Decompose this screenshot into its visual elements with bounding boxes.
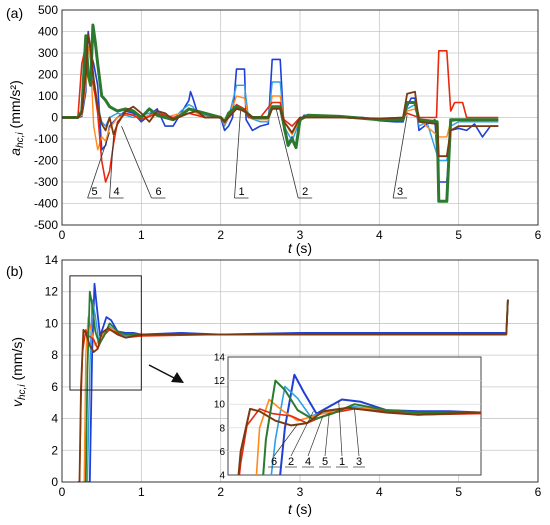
chart-b-series — [77, 282, 509, 482]
y-tick-label: -400 — [34, 197, 58, 211]
chart-a-xlabel: t (s) — [288, 240, 312, 256]
x-tick-label: 1 — [138, 485, 145, 499]
callout-label-5: 5 — [92, 186, 98, 198]
chart-a: (a) 0 1 2 3 4 5 6 -500 -400 -300 -200 -100 0 100 200 30… — [6, 3, 542, 256]
y-tick-label: 4 — [51, 412, 58, 426]
chart-b-ylabel: vhc,i (mm/s) — [9, 337, 28, 407]
inset-arrow-shaft — [148, 364, 179, 381]
inset-ticks: 4 6 8 10 12 14 — [214, 353, 226, 482]
inset-arrow-head — [171, 372, 184, 383]
chart-a-callouts: 5 4 6 1 2 3 — [87, 108, 408, 199]
y-tick-label: 0 — [51, 111, 58, 125]
inset-callout-label-2: 2 — [288, 456, 294, 468]
callout-label-2: 2 — [302, 186, 308, 198]
series-line-6 — [62, 32, 499, 158]
inset-series-line-1 — [279, 373, 481, 475]
y-tick-label: 200 — [38, 68, 58, 82]
inset-callout-leader-3 — [354, 408, 360, 457]
y-tick-label: -300 — [34, 175, 58, 189]
y-tick-label: -500 — [34, 218, 58, 232]
y-tick-label: 400 — [38, 25, 58, 39]
y-tick-label: 12 — [45, 285, 59, 299]
inset-callout-leader-4 — [307, 415, 324, 457]
chart-b-xlabel: t (s) — [288, 501, 312, 517]
y-tick-label: 500 — [38, 3, 58, 17]
chart-a-series — [62, 23, 499, 203]
inset-y-tick-label: 14 — [214, 353, 226, 364]
y-tick-label: 2 — [51, 443, 58, 457]
callout-leader-1 — [234, 111, 241, 199]
chart-a-ticks: 0 1 2 3 4 5 6 -500 -400 -300 -200 -100 0 100 200 300 400… — [34, 3, 542, 242]
x-tick-label: 2 — [217, 485, 224, 499]
x-tick-label: 0 — [59, 228, 66, 242]
callout-label-4: 4 — [114, 186, 120, 198]
inset-series — [237, 373, 481, 475]
callout-leader-2 — [275, 108, 299, 199]
inset-y-tick-label: 10 — [214, 400, 226, 411]
chart-a-frame — [61, 9, 539, 226]
inset-callout-leader-5 — [324, 413, 330, 457]
inset-callout-label-6: 6 — [271, 456, 277, 468]
chart-b-frame — [61, 259, 539, 483]
chart-a-ylabel: ahc,i (mm/s²) — [7, 80, 26, 155]
panel-b-label: (b) — [6, 263, 23, 279]
callout-leader-4 — [109, 135, 114, 199]
inset-series-line-4 — [238, 408, 481, 475]
series-line-6 — [77, 299, 509, 482]
x-tick-label: 2 — [217, 228, 224, 242]
inset-callout-leader-6 — [273, 424, 298, 457]
y-tick-label: 100 — [38, 89, 58, 103]
x-tick-label: 3 — [297, 228, 304, 242]
highlight-box — [69, 275, 142, 391]
inset-y-tick-label: 6 — [219, 447, 225, 458]
inset-y-tick-label: 12 — [214, 376, 226, 387]
x-tick-label: 1 — [138, 228, 145, 242]
y-tick-label: 0 — [51, 475, 58, 489]
y-tick-label: -200 — [34, 154, 58, 168]
y-tick-label: 10 — [45, 316, 59, 330]
x-tick-label: 5 — [455, 485, 462, 499]
inset-y-tick-label: 8 — [219, 423, 225, 434]
inset-callout-label-1: 1 — [339, 456, 345, 468]
inset-series-line-6 — [237, 406, 481, 475]
callout-leader-6 — [121, 125, 152, 199]
inset-callout-leader-1 — [338, 400, 343, 457]
y-tick-label: 8 — [51, 348, 58, 362]
callout-label-6: 6 — [155, 186, 161, 198]
inset-callout-leader-2 — [290, 411, 314, 457]
y-tick-label: -100 — [34, 132, 58, 146]
y-tick-label: 14 — [45, 253, 59, 267]
inset-callout-label-5: 5 — [322, 456, 328, 468]
inset-callout-label-4: 4 — [305, 456, 311, 468]
x-tick-label: 6 — [535, 228, 542, 242]
x-tick-label: 5 — [455, 228, 462, 242]
callout-label-3: 3 — [397, 186, 403, 198]
y-tick-label: 6 — [51, 380, 58, 394]
x-tick-label: 3 — [297, 485, 304, 499]
x-tick-label: 0 — [59, 485, 66, 499]
inset-callout-label-3: 3 — [356, 456, 362, 468]
inset-series-line-5 — [262, 379, 481, 475]
inset-y-tick-label: 4 — [219, 471, 225, 482]
x-tick-label: 4 — [376, 228, 383, 242]
callout-leader-3 — [392, 115, 408, 199]
panel-a-label: (a) — [6, 5, 23, 21]
x-tick-label: 4 — [376, 485, 383, 499]
y-tick-label: 300 — [38, 46, 58, 60]
callout-label-1: 1 — [238, 186, 244, 198]
callout-leader-5 — [87, 132, 110, 199]
x-tick-label: 6 — [535, 485, 542, 499]
